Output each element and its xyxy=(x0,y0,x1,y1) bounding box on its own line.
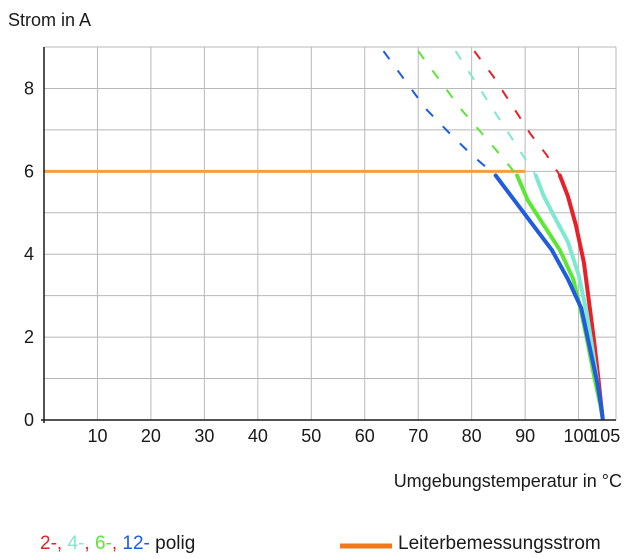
series-dashed-4 xyxy=(454,50,537,177)
x-tick-label: 100 xyxy=(564,426,594,446)
y-tick-label: 8 xyxy=(24,78,34,98)
y-axis-title: Strom in A xyxy=(8,10,91,30)
legend-item: , xyxy=(84,533,95,554)
legend-item: , xyxy=(57,533,68,554)
x-tick-label: 70 xyxy=(408,426,428,446)
series-solid-12 xyxy=(493,173,605,420)
y-tick-label: 2 xyxy=(24,327,34,347)
y-tick-label: 6 xyxy=(24,161,34,181)
legend-item: 4- xyxy=(67,533,84,554)
legend-item: 6- xyxy=(95,533,112,554)
x-axis-title: Umgebungstemperatur in °C xyxy=(394,471,622,491)
axes xyxy=(41,47,616,423)
x-tick-label: 105 xyxy=(590,426,620,446)
series-dashed-2 xyxy=(473,50,561,177)
legend-rated-label: Leiterbemessungsstrom xyxy=(398,533,601,554)
x-tick-label: 30 xyxy=(194,426,214,446)
series-solid-4 xyxy=(533,173,605,420)
x-tick-label: 90 xyxy=(515,426,535,446)
legend-item: , xyxy=(112,533,123,554)
x-tick-label: 10 xyxy=(87,426,107,446)
series-dashed-12 xyxy=(382,50,497,177)
y-tick-label: 4 xyxy=(24,244,34,264)
x-tick-label: 40 xyxy=(248,426,268,446)
series-dashed-6 xyxy=(417,50,518,177)
legend-series: 2-, 4-, 6-, 12- polig xyxy=(40,533,195,554)
legend-item: 2- xyxy=(40,533,57,554)
grid xyxy=(44,46,617,420)
legend-item: polig xyxy=(150,533,195,554)
x-tick-label: 50 xyxy=(301,426,321,446)
legend-item: 12- xyxy=(122,533,149,554)
x-tick-label: 80 xyxy=(462,426,482,446)
y-tick-labels: 0 2 4 6 8 xyxy=(24,78,34,430)
series-group xyxy=(382,50,605,420)
x-tick-label: 60 xyxy=(355,426,375,446)
x-tick-label: 20 xyxy=(141,426,161,446)
y-tick-label: 0 xyxy=(24,410,34,430)
